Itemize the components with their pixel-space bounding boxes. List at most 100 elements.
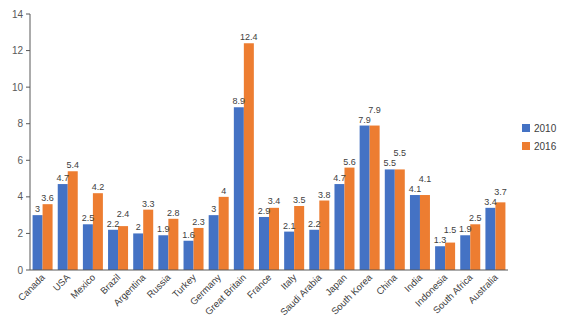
x-tick-label: South Africa [431,271,476,316]
bar [259,217,269,270]
data-label: 3.4 [268,196,281,206]
bar [93,193,103,270]
legend-swatch [522,124,530,132]
bar [83,224,93,270]
data-label: 5.6 [343,157,356,167]
y-tick [26,123,30,124]
data-label: 1.9 [459,224,472,234]
data-label: 4.7 [56,173,69,183]
bar [435,246,445,270]
data-label: 2.5 [82,213,95,223]
data-label: 2.2 [107,219,120,229]
bar [143,210,153,270]
bar [344,168,354,270]
bar [460,235,470,270]
bar [395,169,405,270]
data-label: 12.4 [240,32,258,42]
legend-label: 2016 [534,141,557,152]
legend: 2010 2016 [522,123,557,152]
bar [158,235,168,270]
data-label: 5.4 [66,160,79,170]
y-tick [26,196,30,197]
bar [108,230,118,270]
data-label: 2.9 [258,206,271,216]
bar [133,233,143,270]
y-tick-label: 8 [17,118,23,129]
data-label: 3.8 [318,190,331,200]
bar [269,208,279,270]
data-label: 3.5 [293,195,306,205]
bar [445,243,455,270]
y-tick [26,50,30,51]
bar [385,169,395,270]
bar [209,215,219,270]
data-label: 4.1 [419,174,432,184]
bar [43,204,53,270]
x-tick-label: Italy [278,271,298,291]
data-label: 4.7 [333,173,346,183]
x-tick-label: Argentina [111,271,148,308]
y-tick-label: 12 [12,45,24,56]
legend-swatch [522,142,530,150]
data-labels: 33.64.75.42.54.22.22.423.31.92.81.62.334… [35,32,507,245]
y-tick-label: 10 [12,82,24,93]
data-label: 1.6 [182,230,195,240]
y-tick [26,14,30,15]
bar [194,228,204,270]
data-label: 4.1 [409,184,422,194]
bar [319,201,329,270]
bar [360,126,370,270]
bar [184,241,194,270]
bar [219,197,229,270]
bar [370,126,380,270]
y-tick-label: 14 [12,9,24,20]
y-tick-label: 2 [17,228,23,239]
bar [485,208,495,270]
bar [244,43,254,270]
bar [58,184,68,270]
bar [420,195,430,270]
x-tick-label: USA [51,271,73,293]
bar [168,219,178,270]
x-tick-label: Russia [144,271,173,300]
data-label: 7.9 [358,115,371,125]
x-tick-label: Mexico [68,272,97,301]
y-tick [26,270,30,271]
data-label: 3.7 [494,187,507,197]
bar [33,215,43,270]
x-tick-label: China [374,271,400,297]
data-label: 4 [221,186,226,196]
data-label: 1.3 [434,235,447,245]
bar [284,232,294,270]
data-label: 2 [136,222,141,232]
y-tick [26,233,30,234]
bar [495,202,505,270]
data-label: 3.3 [142,199,155,209]
data-label: 4.2 [92,182,105,192]
data-label: 2.8 [167,208,180,218]
data-label: 2.3 [192,217,205,227]
x-tick-label: Canada [16,271,48,303]
bar [334,184,344,270]
bar [234,107,244,270]
x-tick-label: Australia [466,271,500,305]
data-label: 5.5 [394,148,407,158]
data-label: 8.9 [233,96,246,106]
bar [294,206,304,270]
bar [470,224,480,270]
legend-label: 2010 [534,123,557,134]
data-label: 2.1 [283,221,296,231]
data-label: 2.4 [117,209,130,219]
x-tick-label: Saudi Arabia [278,271,324,317]
x-axis [30,270,508,271]
chart: 02468101214CanadaUSAMexicoBrazilArgentin… [0,0,569,326]
y-axis [30,14,31,270]
data-label: 2.5 [469,213,482,223]
bar [68,171,78,270]
bar [410,195,420,270]
x-tick-label: Great Britain [203,272,248,317]
x-tick-label: France [245,272,274,301]
data-label: 5.5 [384,158,397,168]
data-label: 3.6 [41,193,54,203]
y-tick [26,160,30,161]
